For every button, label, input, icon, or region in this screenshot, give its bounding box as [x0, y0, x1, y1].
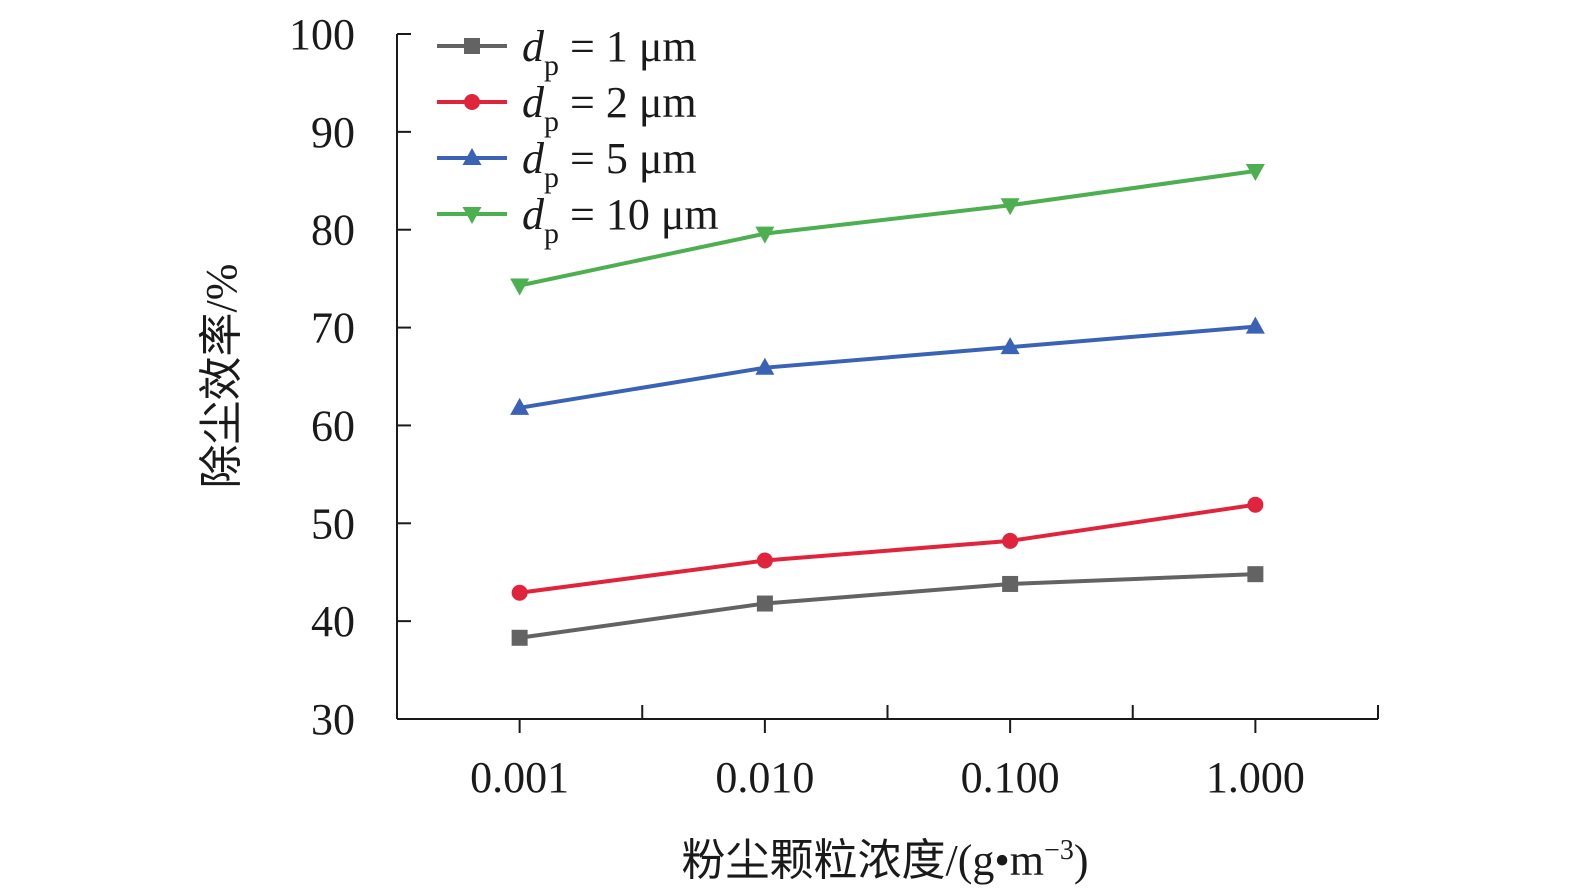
data-point [511, 584, 528, 601]
legend-label-sub: p [544, 105, 559, 138]
legend-label: dp = 1 μm [522, 22, 697, 82]
series-1 [511, 566, 1264, 646]
legend-entry: dp = 10 μm [437, 190, 719, 250]
legend-entry: dp = 5 μm [437, 134, 697, 194]
x-axis-ticks: 0.001 0.010 0.100 1.000 [470, 705, 1379, 802]
legend-label-var: d [522, 78, 545, 127]
y-tick-label: 60 [311, 401, 355, 450]
data-point [1000, 337, 1020, 355]
legend-label-rest: = 10 μm [559, 190, 719, 239]
series-line [519, 169, 1256, 288]
x-tick-label: 0.001 [470, 753, 569, 802]
legend-label-sub: p [544, 161, 559, 194]
legend-marker [464, 94, 480, 110]
legend-label-sub: p [544, 49, 559, 82]
data-point [1247, 566, 1264, 583]
legend-label-var: d [522, 190, 545, 239]
data-point [1245, 164, 1265, 181]
series-4 [510, 164, 1265, 296]
legend-label: dp = 5 μm [522, 134, 697, 194]
x-axis-title-close: ) [1074, 836, 1089, 885]
data-point [510, 278, 530, 296]
data-point [755, 226, 775, 244]
x-axis-title-text: 粉尘颗粒浓度/(g•m [682, 836, 1045, 885]
series-3 [510, 316, 1265, 415]
y-tick-label: 70 [311, 304, 355, 353]
legend-marker [462, 148, 482, 165]
x-tick-label: 0.010 [715, 753, 814, 802]
legend-marker [464, 38, 480, 54]
legend-label-rest: = 5 μm [559, 134, 697, 183]
data-point [756, 552, 773, 569]
series-line [519, 572, 1256, 640]
y-axis-ticks: 30 40 50 60 70 80 90 100 [289, 10, 411, 744]
y-tick-label: 30 [311, 695, 355, 744]
legend-entry: dp = 1 μm [437, 22, 697, 82]
data-point [511, 629, 528, 646]
legend-label-var: d [522, 22, 545, 71]
x-tick-label: 1.000 [1206, 753, 1305, 802]
data-point [1002, 575, 1019, 592]
legend-label-var: d [522, 134, 545, 183]
y-tick-label: 50 [311, 499, 355, 548]
legend-marker [462, 207, 482, 224]
y-tick-label: 100 [289, 10, 355, 59]
y-axis-title: 除尘效率/% [197, 264, 246, 489]
x-tick-label: 0.100 [961, 753, 1060, 802]
x-axis-title: 粉尘颗粒浓度/(g•m−3) [682, 835, 1089, 885]
data-point [1247, 496, 1264, 513]
y-tick-label: 80 [311, 206, 355, 255]
data-point [756, 595, 773, 612]
series-line [519, 324, 1256, 410]
data-point [1245, 316, 1265, 334]
series-2 [511, 496, 1264, 601]
x-axis-title-superscript: −3 [1044, 835, 1074, 866]
data-point [1000, 198, 1020, 216]
legend-entry: dp = 2 μm [437, 78, 697, 138]
legend-label-rest: = 2 μm [559, 78, 697, 127]
data-point [510, 397, 530, 415]
y-tick-label: 90 [311, 108, 355, 157]
data-point [1002, 532, 1019, 549]
series-line [519, 502, 1256, 595]
legend-label: dp = 2 μm [522, 78, 697, 138]
y-tick-label: 40 [311, 597, 355, 646]
chart-series [510, 164, 1265, 646]
legend-label: dp = 10 μm [522, 190, 719, 250]
data-point [755, 357, 775, 375]
legend-label-sub: p [544, 217, 559, 250]
legend-label-rest: = 1 μm [559, 22, 697, 71]
